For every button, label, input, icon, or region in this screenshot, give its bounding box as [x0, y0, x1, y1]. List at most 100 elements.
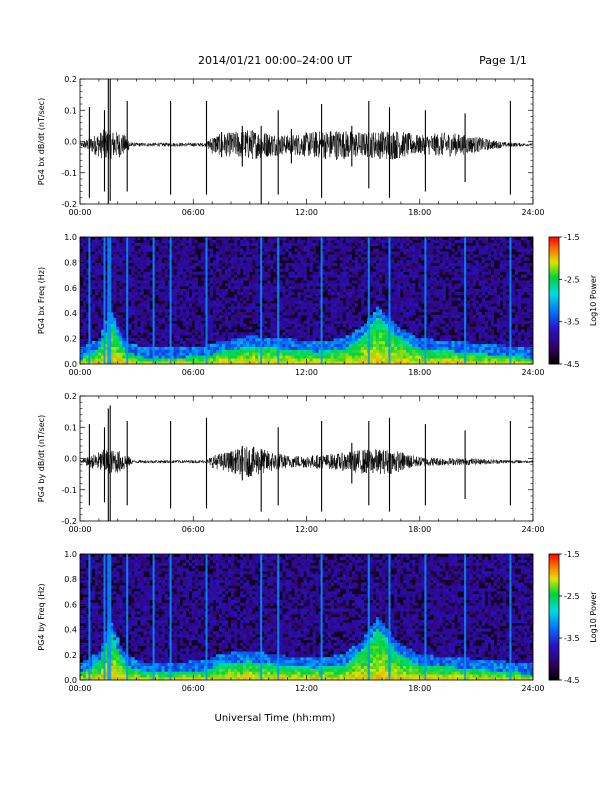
- spectrogram-pixel: [179, 280, 183, 284]
- spectrogram-pixel: [505, 361, 510, 365]
- spectrogram-pixel: [182, 329, 186, 333]
- spectrogram-pixel: [173, 260, 177, 264]
- spectrogram-pixel: [140, 297, 144, 301]
- spectrogram-pixel: [460, 280, 464, 284]
- spectrogram-pixel: [318, 271, 322, 275]
- spectrogram-pixel: [369, 283, 374, 287]
- spectrogram-pixel: [324, 346, 328, 350]
- spectrogram-pixel: [240, 352, 244, 356]
- spectrogram-pixel: [258, 346, 262, 350]
- spectrogram-pixel: [327, 291, 331, 296]
- spectrogram-pixel: [221, 314, 226, 319]
- spectrogram-pixel: [209, 358, 214, 362]
- spectrogram-pixel: [354, 262, 359, 267]
- spectrogram-pixel: [92, 260, 96, 264]
- spectrogram-pixel: [427, 268, 431, 272]
- spectrogram-pixel: [240, 346, 244, 350]
- spectrogram-pixel: [206, 326, 211, 330]
- spectrogram-pixel: [378, 294, 383, 298]
- spectrogram-pixel: [406, 274, 410, 278]
- spectrogram-pixel: [505, 343, 510, 347]
- spectrogram-pixel: [179, 297, 183, 301]
- spectrogram-pixel: [83, 306, 87, 310]
- spectrogram-pixel: [472, 358, 476, 362]
- spectrogram-pixel: [173, 291, 177, 296]
- spectrogram-pixel: [505, 274, 510, 278]
- spectrogram-pixel: [273, 326, 277, 330]
- spectrogram-pixel: [460, 332, 464, 336]
- spectrogram-pixel: [412, 349, 416, 353]
- spectrogram-pixel: [306, 343, 310, 347]
- spectrogram-pixel: [234, 317, 238, 322]
- spectrogram-pixel: [360, 303, 365, 307]
- spectrogram-pixel: [137, 280, 141, 284]
- spectrogram-pixel: [345, 317, 350, 322]
- spectrogram-pixel: [348, 317, 353, 322]
- spectrogram-pixel: [348, 343, 353, 347]
- spectrogram-pixel: [412, 358, 416, 362]
- spectrogram-pixel: [273, 286, 277, 290]
- spectrogram-pixel: [98, 288, 102, 293]
- spectrogram-pixel: [288, 291, 292, 296]
- spectrogram-pixel: [333, 314, 337, 319]
- spectrogram-pixel: [363, 346, 368, 350]
- spectrogram-pixel: [288, 358, 292, 362]
- spectrogram-pixel: [167, 309, 171, 313]
- spectrogram-pixel: [155, 251, 159, 255]
- spectrogram-pixel: [194, 355, 199, 359]
- spectrogram-pixel: [179, 257, 183, 261]
- spectrogram-pixel: [406, 239, 410, 244]
- spectrogram-pixel: [490, 283, 495, 287]
- spectrogram-pixel: [294, 358, 298, 362]
- spectrogram-pixel: [345, 294, 350, 298]
- spectrogram-pixel: [203, 242, 208, 246]
- spectrogram-pixel: [185, 260, 190, 264]
- spectrogram-pixel: [442, 265, 446, 270]
- spectrogram-pixel: [182, 254, 186, 258]
- spectrogram-pixel: [294, 274, 298, 278]
- spectrogram-pixel: [339, 257, 344, 261]
- spectrogram-pixel: [415, 237, 419, 241]
- spectrogram-pixel: [182, 312, 186, 316]
- spectrogram-pixel: [487, 248, 492, 252]
- spectrogram-pixel: [240, 277, 244, 281]
- spectrogram-pixel: [119, 340, 123, 345]
- spectrogram-pixel: [357, 237, 362, 241]
- spectrogram-pixel: [182, 248, 186, 252]
- spectrogram-pixel: [421, 335, 425, 339]
- spectrogram-pixel: [448, 271, 452, 275]
- spectrogram-pixel: [385, 303, 389, 307]
- spectrogram-pixel: [101, 312, 105, 316]
- spectrogram-pixel: [481, 260, 485, 264]
- spectrogram-pixel: [149, 312, 153, 316]
- spectrogram-pixel: [258, 274, 262, 278]
- spectrogram-pixel: [146, 239, 150, 244]
- spectrogram-pixel: [382, 268, 386, 272]
- spectrogram-pixel: [92, 309, 96, 313]
- spectrogram-pixel: [306, 320, 310, 324]
- spectrogram-pixel: [318, 268, 322, 272]
- spectrogram-pixel: [197, 355, 202, 359]
- spectrogram-pixel: [490, 254, 495, 258]
- spectrogram-pixel: [170, 280, 174, 284]
- spectrogram-pixel: [122, 355, 126, 359]
- spectrogram-pixel: [218, 323, 223, 327]
- spectrogram-pixel: [385, 237, 389, 241]
- spectrogram-pixel: [363, 271, 368, 275]
- spectrogram-pixel: [282, 312, 286, 316]
- spectrogram-pixel: [394, 294, 398, 298]
- spectrogram-pixel: [161, 332, 165, 336]
- spectrogram-pixel: [309, 340, 313, 345]
- spectrogram-pixel: [116, 254, 120, 258]
- spectrogram-pixel: [481, 340, 485, 345]
- spectrogram-pixel: [357, 358, 362, 362]
- spectrogram-pixel: [104, 309, 108, 313]
- spectrogram-pixel: [436, 245, 440, 249]
- spectrogram-pixel: [460, 355, 464, 359]
- spectrogram-pixel: [336, 309, 341, 313]
- spectrogram-pixel: [209, 317, 214, 322]
- spectrogram-pixel: [385, 280, 389, 284]
- spectrogram-pixel: [134, 329, 138, 333]
- spectrogram-pixel: [496, 268, 501, 272]
- spectrogram-pixel: [209, 300, 214, 304]
